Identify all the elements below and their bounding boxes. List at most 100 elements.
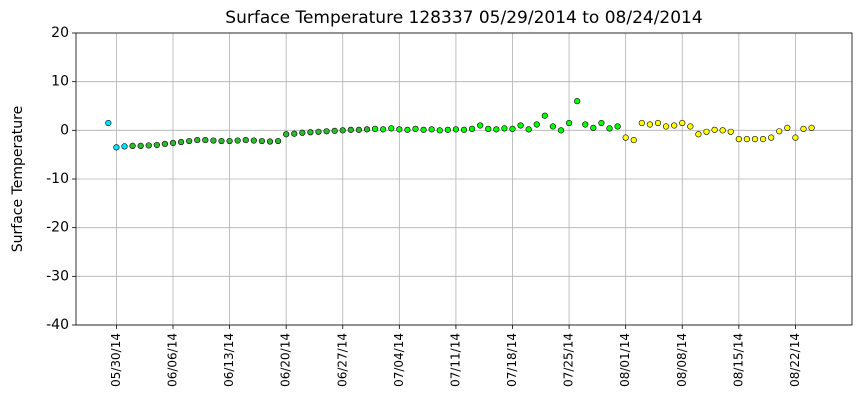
data-point <box>242 136 249 144</box>
data-point <box>412 125 419 132</box>
data-point <box>404 126 411 133</box>
data-point <box>234 137 241 144</box>
data-point <box>339 127 346 134</box>
data-point <box>226 137 233 145</box>
data-point <box>468 125 476 132</box>
data-point <box>266 138 274 145</box>
data-point <box>363 126 371 133</box>
data-point <box>582 121 589 128</box>
x-tick-label: 08/08/14 <box>675 333 689 387</box>
data-point <box>396 126 403 133</box>
data-point <box>557 127 565 134</box>
data-point <box>291 130 298 137</box>
data-point <box>460 126 468 133</box>
data-point <box>792 134 799 141</box>
data-point <box>687 123 694 130</box>
data-point <box>485 125 492 132</box>
x-tick-label: 07/18/14 <box>505 333 519 387</box>
data-point <box>218 137 225 145</box>
data-point <box>598 119 605 127</box>
data-point <box>574 98 581 105</box>
data-point <box>452 126 460 133</box>
data-point <box>121 143 128 150</box>
data-point <box>800 125 807 132</box>
data-point <box>137 142 144 150</box>
x-tick-label: 06/13/14 <box>222 333 236 387</box>
data-point <box>307 129 314 136</box>
x-tick-label: 06/06/14 <box>166 333 180 387</box>
x-tick-label: 06/27/14 <box>335 333 349 387</box>
data-point <box>493 126 500 133</box>
data-point <box>622 134 629 141</box>
data-point <box>161 140 169 148</box>
data-point <box>703 128 710 135</box>
data-point <box>711 126 718 133</box>
y-tick-label: -20 <box>46 220 69 236</box>
data-point <box>105 119 112 127</box>
data-point <box>743 135 751 143</box>
data-point <box>315 128 322 135</box>
y-tick-label: 10 <box>51 74 69 90</box>
data-point <box>533 121 540 128</box>
data-point <box>355 126 363 133</box>
data-point <box>565 119 573 127</box>
data-point <box>614 123 621 130</box>
data-point <box>549 123 557 130</box>
data-point <box>202 136 209 144</box>
data-point <box>784 124 791 131</box>
data-point <box>371 125 379 132</box>
grid <box>72 32 852 329</box>
chart-title: Surface Temperature 128337 05/29/2014 to… <box>225 8 702 28</box>
x-tick-label: 05/30/14 <box>109 333 123 387</box>
data-point <box>323 128 330 135</box>
data-point <box>283 131 290 138</box>
y-tick-label: -10 <box>46 171 69 187</box>
data-point <box>153 141 160 149</box>
data-point <box>776 128 783 135</box>
data-point <box>654 119 662 127</box>
data-point <box>477 122 484 129</box>
data-point <box>331 127 338 134</box>
plot-frame <box>75 32 853 326</box>
data-point <box>525 126 532 133</box>
y-tick-label: 0 <box>60 122 69 138</box>
data-point <box>258 137 266 145</box>
data-point <box>517 122 524 129</box>
data-point <box>194 136 201 144</box>
data-point <box>759 135 767 143</box>
x-tick-label: 07/25/14 <box>562 333 576 387</box>
data-point <box>177 138 185 146</box>
data-point <box>169 139 177 147</box>
data-point <box>719 127 726 134</box>
data-point <box>695 131 702 138</box>
data-point <box>541 112 548 119</box>
y-tick-label: -40 <box>46 317 69 333</box>
data-point <box>679 119 686 127</box>
data-point <box>186 137 193 145</box>
y-axis-label: Surface Temperature <box>10 106 26 252</box>
x-tick-label: 07/04/14 <box>392 333 406 387</box>
x-tick-label: 08/01/14 <box>618 333 632 387</box>
data-point <box>388 125 395 132</box>
data-point <box>751 135 759 143</box>
data-point <box>590 124 597 131</box>
data-point <box>727 128 734 135</box>
data-point <box>606 125 613 132</box>
data-point <box>129 142 136 150</box>
data-point <box>250 137 257 144</box>
x-tick-label: 08/22/14 <box>788 333 802 387</box>
data-point <box>420 126 427 133</box>
data-point <box>735 135 742 143</box>
marks <box>105 98 815 151</box>
data-point <box>638 119 645 127</box>
x-tick-label: 07/11/14 <box>448 333 462 387</box>
data-point <box>662 123 670 130</box>
y-tick-label: -30 <box>46 268 69 284</box>
y-tick-label: 20 <box>51 25 69 41</box>
data-point <box>210 137 217 144</box>
data-point <box>274 137 282 145</box>
data-point <box>113 144 120 151</box>
data-point <box>444 126 451 133</box>
x-tick-label: 08/15/14 <box>731 333 745 387</box>
